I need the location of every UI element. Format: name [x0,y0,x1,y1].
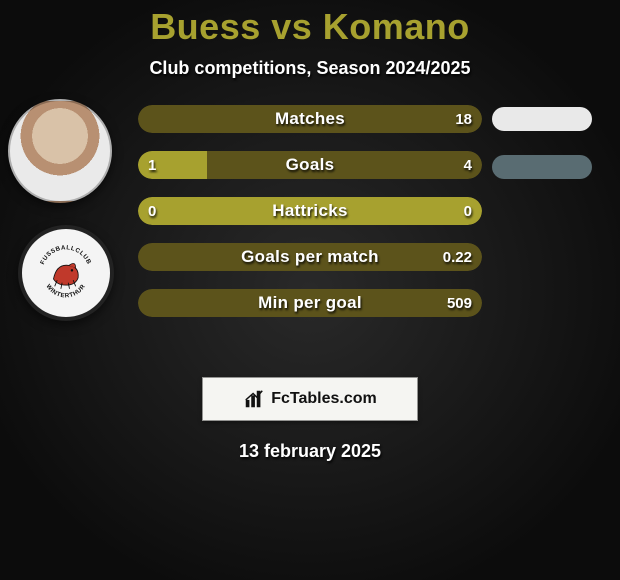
stat-bars: Matches18 1Goals4 0Hattricks0 Goals per mat… [138,105,482,335]
bar-value-right: 509 [437,289,482,317]
bar-value-right: 4 [454,151,482,179]
stat-row: 0Hattricks0 [138,197,482,225]
svg-text:FUSSBALLCLUB: FUSSBALLCLUB [39,244,92,265]
stat-row: Matches18 [138,105,482,133]
club-badge-lion-icon [54,264,79,289]
bar-label: Goals [138,151,482,179]
player-avatar [8,99,112,203]
date-text: 13 february 2025 [0,441,620,462]
bar-label: Min per goal [138,289,482,317]
stat-row: Min per goal509 [138,289,482,317]
bar-label: Hattricks [138,197,482,225]
page-subtitle: Club competitions, Season 2024/2025 [0,58,620,79]
bar-chart-icon [243,388,265,410]
left-player-column: FUSSBALLCLUB WINTERTHUR [8,99,128,321]
comparison-oval [492,155,592,179]
content-root: Buess vs Komano Club competitions, Seaso… [0,0,620,580]
club-badge-svg: FUSSBALLCLUB WINTERTHUR [35,242,97,304]
bar-value-right: 18 [445,105,482,133]
fctables-logo: FcTables.com [202,377,418,421]
club-badge: FUSSBALLCLUB WINTERTHUR [18,225,114,321]
bar-label: Matches [138,105,482,133]
page-title: Buess vs Komano [0,0,620,48]
club-badge-text-top: FUSSBALLCLUB [39,244,92,265]
comparison-stage: FUSSBALLCLUB WINTERTHUR Matches18 1Goals4… [0,105,620,365]
stat-row: 1Goals4 [138,151,482,179]
comparison-oval [492,107,592,131]
bar-value-right: 0.22 [433,243,482,271]
fctables-logo-text: FcTables.com [271,390,377,408]
bar-value-right: 0 [454,197,482,225]
stat-row: Goals per match0.22 [138,243,482,271]
bar-label: Goals per match [138,243,482,271]
